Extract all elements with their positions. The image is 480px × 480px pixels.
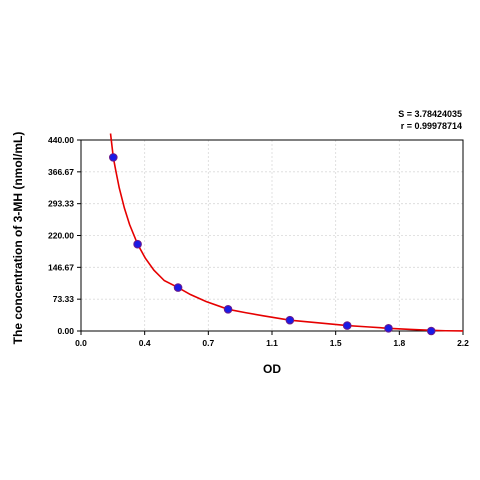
x-tick-label: 2.2 xyxy=(457,338,469,348)
x-axis-title: OD xyxy=(263,362,281,376)
data-point xyxy=(426,326,436,336)
x-tick-label: 1.1 xyxy=(266,338,278,348)
data-point xyxy=(173,283,183,292)
y-tick-label: 440.00 xyxy=(48,135,74,145)
x-tick-label: 1.8 xyxy=(393,338,405,348)
data-point xyxy=(342,321,352,330)
y-tick-label: 0.00 xyxy=(57,326,74,336)
y-tick-label: 366.67 xyxy=(48,167,74,177)
y-tick-label: 73.33 xyxy=(53,294,75,304)
x-tick-label: 0.0 xyxy=(75,338,87,348)
data-point xyxy=(133,239,142,249)
data-points xyxy=(108,153,436,336)
y-tick-label: 146.67 xyxy=(48,262,74,272)
data-point xyxy=(285,315,295,325)
stat-s: S = 3.78424035 xyxy=(398,109,462,119)
x-tick-label: 0.4 xyxy=(139,338,151,348)
y-tick-label: 293.33 xyxy=(48,199,74,209)
stat-r: r = 0.99978714 xyxy=(401,121,462,131)
x-tick-label: 0.7 xyxy=(202,338,214,348)
x-axis-ticks: 0.0 0.4 0.7 1.1 1.5 1.8 2.2 xyxy=(75,331,469,348)
y-axis-ticks: 0.00 73.33 146.67 220.00 293.33 366.67 440.00 xyxy=(48,135,81,336)
data-point xyxy=(384,323,393,333)
plot-area xyxy=(81,140,463,331)
x-tick-label: 1.5 xyxy=(330,338,342,348)
data-point xyxy=(108,153,118,162)
y-axis-title: The concentration of 3-MH (nmol/mL) xyxy=(11,132,25,345)
data-point xyxy=(223,304,233,314)
y-tick-label: 220.00 xyxy=(48,231,74,241)
